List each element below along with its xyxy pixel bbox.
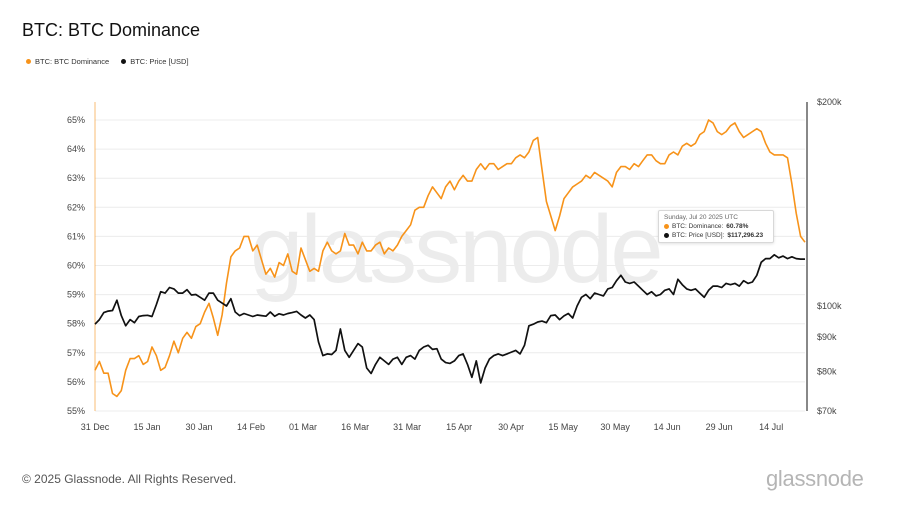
brand-logo[interactable]: glassnode <box>766 466 864 491</box>
legend-dot-price <box>121 59 127 64</box>
y-tick-label-right: $80k <box>817 367 837 377</box>
y-tick-label-left: 65% <box>67 115 85 125</box>
y-tick-label-left: 62% <box>67 202 85 212</box>
legend-item-price[interactable]: BTC: Price [USD] <box>121 57 189 66</box>
y-tick-label-left: 61% <box>67 231 85 241</box>
legend-dot-dominance <box>26 59 31 64</box>
x-tick-label: 14 Jun <box>654 422 681 432</box>
y-tick-label-left: 57% <box>67 348 85 358</box>
x-tick-label: 16 Mar <box>341 422 369 432</box>
x-tick-label: 15 Jan <box>133 422 160 432</box>
legend-label-price: BTC: Price [USD] <box>130 57 189 66</box>
x-tick-label: 15 Apr <box>446 422 472 432</box>
tooltip-row-price: BTC: Price [USD]: $117,296.23 <box>664 232 768 239</box>
x-tick-label: 29 Jun <box>706 422 733 432</box>
series-line-price <box>94 253 805 384</box>
x-tick-label: 14 Jul <box>759 422 783 432</box>
tooltip-date: Sunday, Jul 20 2025 UTC <box>664 214 738 221</box>
y-tick-label-left: 55% <box>67 406 85 416</box>
y-tick-label-left: 63% <box>67 173 85 183</box>
chart-title: BTC: BTC Dominance <box>22 20 201 40</box>
chart-legend: BTC: BTC Dominance BTC: Price [USD] <box>26 57 189 66</box>
x-tick-label: 30 Jan <box>186 422 213 432</box>
x-tick-label: 30 Apr <box>498 422 524 432</box>
y-tick-label-left: 58% <box>67 319 85 329</box>
y-tick-label-left: 64% <box>67 144 85 154</box>
legend-item-dominance[interactable]: BTC: BTC Dominance <box>26 57 109 66</box>
y-tick-label-left: 56% <box>67 377 85 387</box>
x-tick-label: 31 Dec <box>81 422 110 432</box>
x-tick-label: 15 May <box>548 422 578 432</box>
chart-tooltip: Sunday, Jul 20 2025 UTC BTC: Dominance: … <box>658 210 774 243</box>
x-tick-label: 14 Feb <box>237 422 265 432</box>
x-tick-label: 30 May <box>600 422 630 432</box>
tooltip-label-price: BTC: Price [USD]: <box>672 232 725 239</box>
tooltip-value-price: $117,296.23 <box>727 232 764 239</box>
tooltip-dot-dominance <box>664 224 669 229</box>
y-tick-label-left: 59% <box>67 290 85 300</box>
tooltip-dot-price <box>664 233 669 238</box>
y-tick-label-right: $90k <box>817 332 837 342</box>
tooltip-label-dominance: BTC: Dominance: <box>672 223 724 230</box>
x-tick-label: 31 Mar <box>393 422 421 432</box>
y-tick-label-left: 60% <box>67 261 85 271</box>
y-tick-label-right: $100k <box>817 301 842 311</box>
legend-label-dominance: BTC: BTC Dominance <box>35 57 110 66</box>
y-tick-label-right: $200k <box>817 97 842 107</box>
tooltip-row-dominance: BTC: Dominance: 60.78% <box>664 223 768 230</box>
y-tick-label-right: $70k <box>817 406 837 416</box>
x-tick-label: 01 Mar <box>289 422 317 432</box>
copyright-footer: © 2025 Glassnode. All Rights Reserved. <box>22 472 237 486</box>
tooltip-value-dominance: 60.78% <box>726 223 749 230</box>
series-line-dominance <box>94 119 806 398</box>
